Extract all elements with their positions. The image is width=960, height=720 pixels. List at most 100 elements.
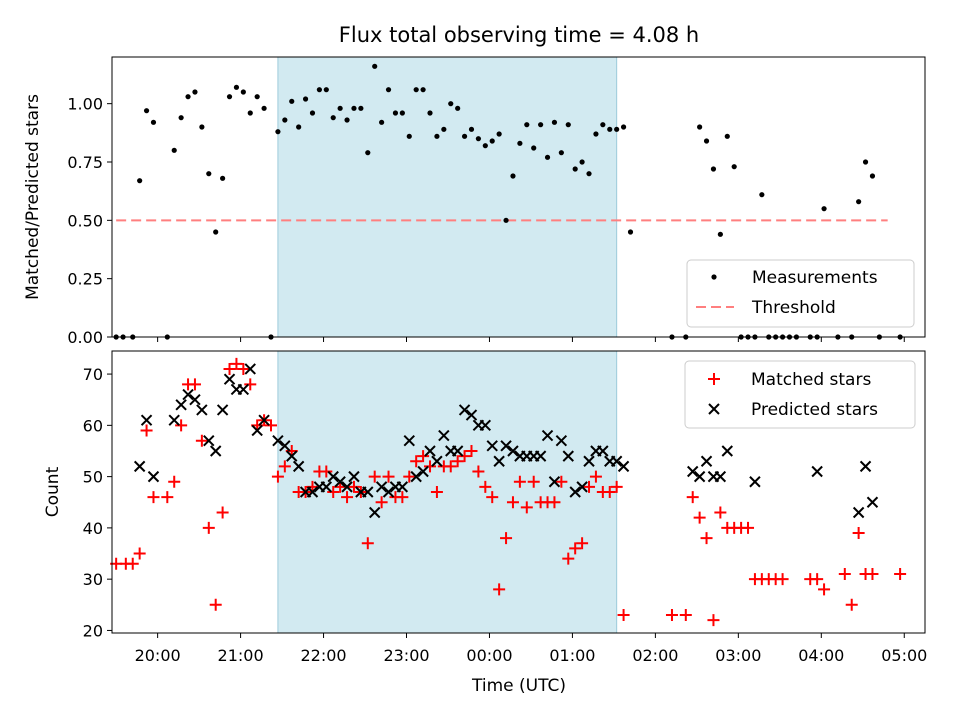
matched-star-point — [465, 444, 478, 457]
measurement-point — [358, 105, 364, 111]
predicted-star-point — [493, 455, 505, 467]
predicted-star-point — [382, 486, 395, 498]
predicted-star-point — [431, 455, 443, 467]
measurement-point — [697, 124, 703, 130]
predicted-star-point — [147, 470, 160, 483]
matched-star-point — [603, 486, 616, 498]
measurement-point — [261, 105, 267, 111]
measurement-point — [427, 110, 433, 116]
predicted-star-point — [693, 470, 706, 483]
measurement-point — [455, 105, 461, 111]
x-axis-label: Time (UTC) — [471, 676, 566, 696]
matched-star-point — [175, 419, 188, 432]
measurement-point — [717, 231, 723, 237]
predicted-star-point — [203, 435, 215, 447]
matched-star-point — [486, 491, 499, 504]
matched-star-point — [396, 491, 409, 504]
bottom-y-tick-label: 60 — [83, 416, 103, 435]
matched-star-point — [472, 465, 485, 478]
predicted-star-point — [597, 445, 609, 457]
top-ticks: 0.00 0.25 0.50 0.75 1.00 — [67, 95, 905, 347]
top-y-axis-label: Matched/Predicted stars — [23, 94, 43, 300]
measurement-point — [337, 105, 343, 111]
x-tick-label: 02:00 — [632, 646, 678, 665]
matched-star-point — [403, 470, 416, 483]
matched-star-point — [382, 470, 395, 483]
matched-star-point — [714, 506, 727, 519]
predicted-star-point — [258, 414, 270, 426]
measurement-point — [275, 129, 281, 135]
measurement-point — [565, 122, 571, 128]
matched-star-point — [265, 419, 278, 432]
predicted-star-point — [375, 481, 388, 493]
matched-star-point — [610, 480, 623, 493]
measurement-point — [178, 115, 184, 121]
matched-star-point — [555, 475, 568, 488]
legend-label-measurements: Measurements — [752, 268, 878, 288]
predicted-star-point — [362, 486, 374, 498]
matched-star-point — [209, 598, 222, 611]
bottom-ticks: 20 30 40 50 60 70 20:00 21:00 22:00 23:00 00:00 01:… — [83, 365, 928, 665]
measurement-point — [475, 136, 482, 142]
predicted-star-point — [244, 363, 256, 375]
measurement-point — [434, 133, 440, 139]
matched-star-point — [866, 568, 879, 581]
measurement-point — [586, 171, 592, 177]
matched-star-point — [444, 460, 457, 473]
bottom-axes-frame — [111, 350, 926, 634]
matched-star-point — [451, 455, 464, 468]
measurement-point — [199, 124, 205, 130]
measurement-point — [524, 122, 530, 128]
matched-star-point — [700, 532, 713, 545]
predicted-star-point — [811, 465, 823, 478]
measurement-point — [406, 133, 412, 139]
matched-star-point — [686, 491, 699, 504]
matched-star-point — [230, 357, 243, 370]
measurement-point — [503, 217, 509, 223]
matched-star-point — [776, 573, 789, 586]
matched-star-point — [237, 362, 250, 375]
x-tick-label: 03:00 — [715, 646, 761, 665]
predicted-star-point — [534, 450, 547, 462]
top-y-tick-label: 1.00 — [67, 95, 103, 114]
matched-star-point — [458, 450, 471, 463]
predicted-star-point — [721, 445, 733, 457]
measurement-point — [385, 87, 392, 93]
legend-marker-measurements — [711, 274, 717, 280]
predicted-star-point — [334, 476, 346, 488]
matched-star-point — [320, 465, 333, 478]
predicted-star-point — [451, 445, 464, 457]
matched-star-point — [347, 480, 360, 493]
measurement-point — [468, 126, 475, 132]
matched-star-point — [375, 496, 388, 509]
measurement-point — [351, 105, 357, 111]
predicted-star-point — [368, 506, 381, 519]
predicted-star-point — [292, 460, 305, 473]
x-tick-label: 04:00 — [798, 646, 844, 665]
matched-star-point — [707, 614, 720, 627]
top-y-tick-label: 0.00 — [67, 328, 103, 347]
bottom-y-tick-label: 20 — [83, 621, 103, 640]
predicted-star-point — [348, 470, 360, 483]
matched-star-point — [845, 598, 858, 611]
measurement-point — [289, 98, 295, 104]
predicted-star-point — [507, 445, 519, 457]
measurement-point — [869, 173, 876, 179]
predicted-star-point — [749, 476, 761, 488]
top-axes-frame — [111, 56, 926, 338]
legend-marker-matched — [708, 373, 720, 385]
predicted-star-point — [859, 460, 872, 473]
matched-star-point — [368, 470, 381, 483]
legend-label-threshold: Threshold — [751, 298, 836, 318]
matched-star-point — [147, 491, 160, 504]
matched-star-point — [410, 455, 423, 468]
matched-star-point — [665, 609, 678, 622]
predicted-star-point — [583, 455, 595, 467]
predicted-star-point — [189, 394, 201, 406]
bottom-y-tick-label: 70 — [83, 365, 103, 384]
matched-star-point — [811, 573, 824, 586]
measurement-point — [724, 133, 730, 139]
predicted-star-point — [438, 429, 450, 442]
measurement-point — [254, 94, 260, 100]
matched-star-point — [133, 547, 146, 560]
